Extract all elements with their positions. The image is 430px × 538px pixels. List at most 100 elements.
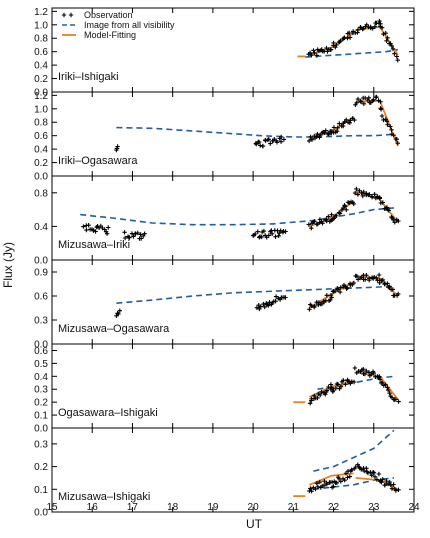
x-tick-label: 23 — [368, 502, 380, 513]
observation-point — [269, 231, 275, 236]
observation-point — [361, 101, 366, 106]
observation-point — [335, 125, 340, 130]
observation-point — [328, 297, 333, 302]
legend-label: Model-Fitting — [84, 30, 136, 40]
observation-point — [84, 227, 89, 233]
observation-point — [360, 193, 365, 199]
x-axis-title: UT — [246, 517, 263, 531]
y-tick-label: 0.8 — [34, 188, 48, 199]
observation-point — [104, 231, 110, 236]
observation-point — [257, 306, 262, 312]
observation-point — [342, 204, 348, 209]
observation-point — [306, 222, 311, 227]
observation-point — [343, 471, 349, 476]
observation-point — [364, 368, 369, 374]
observation-point — [385, 385, 390, 390]
observation-point — [351, 280, 357, 286]
observation-point — [396, 487, 401, 492]
observation-point — [266, 137, 271, 142]
observation-point — [366, 95, 371, 100]
y-tick-label: 0.1 — [34, 411, 48, 422]
observation-point — [338, 38, 343, 44]
observation-point — [395, 141, 400, 146]
observation-point — [380, 380, 385, 385]
y-tick-label: 1.0 — [34, 104, 48, 115]
observation-point — [324, 218, 329, 224]
observation-point — [388, 124, 393, 129]
observation-point — [351, 201, 356, 207]
observation-point — [324, 45, 329, 51]
observation-point — [253, 231, 258, 237]
observation-point — [278, 139, 284, 144]
observation-point — [343, 382, 348, 387]
panel-label: Ogasawara–Ishigaki — [58, 407, 158, 419]
observation-point — [387, 284, 392, 289]
observation-point — [376, 272, 382, 278]
legend-label: Observation — [84, 10, 133, 20]
observation-point — [326, 132, 331, 137]
observation-point — [259, 234, 264, 240]
observation-point — [379, 480, 384, 485]
y-tick-label: 1.0 — [34, 20, 48, 31]
observation-point — [308, 401, 313, 406]
observation-point — [364, 22, 369, 27]
observation-point — [319, 389, 324, 395]
observation-point — [380, 277, 385, 283]
observation-point — [318, 392, 323, 398]
y-tick-label: 0.0 — [34, 256, 48, 267]
observation-point — [347, 120, 352, 125]
observation-point — [138, 232, 143, 237]
observation-point — [372, 192, 377, 197]
observation-point — [355, 192, 361, 197]
x-axis: 15 16 17 18 19 20 21 22 23 24 — [46, 502, 420, 513]
observation-point — [306, 138, 312, 144]
observation-point — [315, 131, 320, 137]
x-tick-label: 15 — [46, 502, 58, 513]
observation-point — [362, 468, 367, 474]
observation-point — [338, 479, 343, 484]
series-image-line — [313, 429, 395, 472]
observation-point — [332, 288, 338, 294]
series-image-line — [116, 126, 394, 138]
series-image-line — [305, 48, 399, 58]
y-tick-label: 0.8 — [34, 34, 48, 45]
observation-point — [381, 31, 386, 37]
observation-point — [326, 214, 331, 219]
y-tick-label: 0.9 — [34, 268, 48, 279]
observation-point — [387, 391, 392, 396]
y-tick-label: 0.4 — [34, 145, 48, 156]
observation-point — [321, 483, 327, 488]
series-image-line — [80, 207, 394, 226]
observation-point — [338, 384, 344, 389]
observation-point — [349, 467, 354, 472]
observation-point — [309, 137, 315, 142]
observation-point — [385, 35, 390, 40]
observation-point — [258, 143, 263, 148]
observation-point — [281, 137, 287, 142]
observation-point — [345, 36, 350, 41]
observation-point — [276, 233, 281, 238]
observation-point — [379, 25, 385, 30]
observation-point — [334, 42, 339, 48]
observation-point — [309, 53, 314, 58]
y-tick-label: 0.1 — [34, 485, 48, 496]
observation-point — [321, 299, 326, 304]
panel-5: 0.0 0.1 0.2 0.3 0.4 0.5 0.6 Ogasawara–Ishigaki — [34, 343, 415, 435]
observation-point — [261, 228, 267, 234]
observation-point — [377, 374, 382, 379]
observation-point — [314, 53, 319, 58]
y-tick-label: 0.0 — [34, 340, 48, 351]
observation-point — [309, 226, 314, 231]
observation-point — [396, 399, 401, 404]
observation-point — [364, 273, 369, 278]
panel-3: 0.0 0.4 0.8 Mizusawa–Iriki — [34, 175, 415, 267]
observation-point — [391, 482, 396, 487]
observation-point — [355, 27, 361, 32]
y-tick-label: 0.4 — [34, 61, 48, 72]
observation-point — [254, 305, 260, 310]
panel-label: Iriki–Ishigaki — [58, 71, 119, 83]
observation-point — [384, 478, 389, 484]
panel-label: Mizusawa–Ishigaki — [58, 491, 150, 503]
y-tick-label: 0.3 — [34, 439, 48, 450]
y-tick-label: 0.2 — [34, 398, 48, 409]
